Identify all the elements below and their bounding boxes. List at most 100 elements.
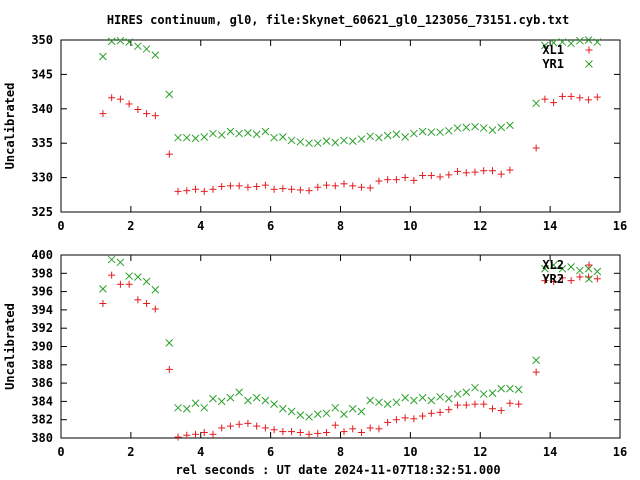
y-tick-label: 400 xyxy=(31,248,53,262)
data-point xyxy=(419,412,427,420)
data-point xyxy=(384,418,392,426)
legend-marker xyxy=(585,261,593,269)
data-point xyxy=(515,400,523,408)
data-point xyxy=(288,185,296,193)
y-tick-label: 330 xyxy=(31,171,53,185)
data-point xyxy=(296,429,304,437)
data-point xyxy=(497,407,505,415)
data-point xyxy=(479,124,488,132)
data-point xyxy=(125,38,133,46)
x-tick-label: 14 xyxy=(543,219,557,233)
data-point xyxy=(506,166,514,174)
data-point xyxy=(142,277,151,286)
x-tick-label: 12 xyxy=(473,445,487,459)
data-point xyxy=(226,127,235,136)
data-point xyxy=(125,280,133,288)
data-point xyxy=(558,92,566,100)
data-point xyxy=(567,263,575,271)
data-point xyxy=(331,421,339,429)
data-point xyxy=(436,173,444,181)
data-point xyxy=(436,128,444,137)
data-point xyxy=(532,99,541,108)
data-point xyxy=(532,356,541,365)
x-axis-label: rel seconds : UT date 2024-11-07T18:32:5… xyxy=(175,463,500,477)
data-point xyxy=(279,428,287,436)
data-point xyxy=(593,93,601,101)
data-point xyxy=(445,406,453,414)
data-point xyxy=(401,414,409,422)
data-point xyxy=(375,425,383,433)
data-point xyxy=(419,172,427,180)
y-tick-label: 394 xyxy=(31,303,53,317)
data-point xyxy=(143,299,151,307)
data-point xyxy=(462,401,470,409)
series-yr2 xyxy=(99,255,602,421)
legend-marker xyxy=(585,275,593,283)
data-point xyxy=(471,168,479,176)
data-point xyxy=(261,396,270,405)
data-point xyxy=(558,38,567,46)
data-point xyxy=(349,182,357,190)
data-point xyxy=(288,428,296,436)
x-tick-label: 4 xyxy=(197,219,204,233)
data-point xyxy=(165,90,174,99)
y-axis-label: Uncalibrated xyxy=(3,83,17,170)
y-tick-label: 392 xyxy=(31,321,53,335)
data-point xyxy=(108,94,116,102)
data-point xyxy=(305,187,313,195)
data-point xyxy=(366,396,375,405)
data-point xyxy=(375,398,383,407)
data-point xyxy=(313,410,322,419)
data-point xyxy=(497,123,506,132)
data-point xyxy=(165,338,174,347)
data-point xyxy=(567,92,575,100)
data-point xyxy=(366,132,375,141)
data-point xyxy=(479,390,488,398)
x-tick-label: 0 xyxy=(57,219,64,233)
x-tick-label: 0 xyxy=(57,445,64,459)
data-point xyxy=(314,429,322,437)
data-point xyxy=(313,139,322,148)
legend-label: YR1 xyxy=(542,57,564,71)
data-point xyxy=(506,384,514,393)
data-point xyxy=(322,409,331,418)
data-point xyxy=(244,396,252,405)
data-point xyxy=(383,400,392,408)
data-point xyxy=(357,183,365,191)
legend-marker xyxy=(585,60,593,68)
data-point xyxy=(480,400,488,408)
data-point xyxy=(488,389,497,398)
data-point xyxy=(134,296,142,304)
x-tick-label: 6 xyxy=(267,445,274,459)
data-point xyxy=(270,133,278,142)
data-point xyxy=(99,299,107,307)
data-point xyxy=(226,182,234,190)
chart-title: HIRES continuum, gl0, file:Skynet_60621_… xyxy=(107,13,569,28)
x-tick-label: 2 xyxy=(127,219,134,233)
data-point xyxy=(323,181,331,189)
data-point xyxy=(436,408,444,416)
legend-marker xyxy=(585,46,593,54)
data-point xyxy=(314,183,322,191)
legend-label: XL2 xyxy=(542,258,564,272)
data-point xyxy=(125,100,133,108)
data-point xyxy=(191,399,200,408)
data-point xyxy=(209,394,217,403)
data-point xyxy=(340,180,348,188)
data-point xyxy=(445,171,453,179)
data-point xyxy=(252,393,261,402)
data-point xyxy=(427,409,435,417)
data-point xyxy=(200,429,208,437)
data-point xyxy=(244,183,252,191)
y-tick-label: 390 xyxy=(31,340,53,354)
data-point xyxy=(200,133,209,141)
plot-frame xyxy=(60,254,621,439)
data-point xyxy=(366,184,374,192)
data-point xyxy=(541,41,549,50)
x-tick-label: 10 xyxy=(403,445,417,459)
data-point xyxy=(584,264,593,273)
data-point xyxy=(116,280,124,288)
data-point xyxy=(107,255,116,264)
y-tick-label: 335 xyxy=(31,136,53,150)
x-tick-label: 16 xyxy=(613,219,627,233)
